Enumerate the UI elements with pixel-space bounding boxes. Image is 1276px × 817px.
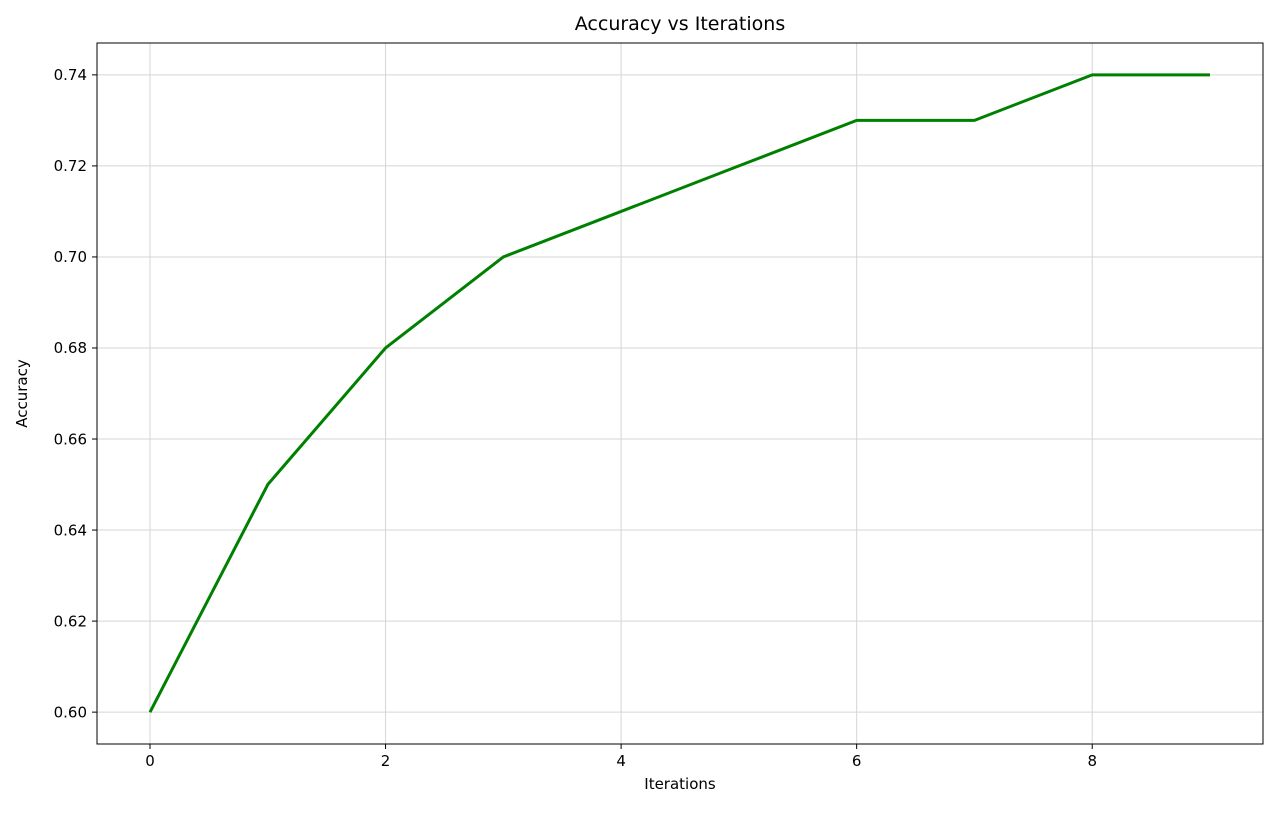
ticks: 0 2 4 6 8 0.60 0.62 0.64 0.66 0.68 0.70 0.72 0.74 [54,66,1097,770]
plot-border [96,42,1264,745]
x-tick-label: 4 [616,752,626,770]
x-tick-label: 0 [145,752,155,770]
y-axis-label: Accuracy [13,359,31,428]
y-tick-label: 0.66 [54,430,87,448]
chart-title: Accuracy vs Iterations [575,13,785,35]
y-tick-label: 0.60 [54,703,87,721]
series-layer [148,73,1210,713]
x-tick-label: 6 [852,752,862,770]
y-tick-label: 0.62 [54,612,87,630]
y-tick-label: 0.74 [54,66,87,84]
x-axis-label: Iterations [644,775,716,793]
y-tick-label: 0.72 [54,157,87,175]
y-tick-label: 0.68 [54,339,87,357]
gridlines [97,43,1263,744]
y-tick-label: 0.64 [54,521,87,539]
accuracy-line-series [148,73,1210,713]
y-tick-label: 0.70 [54,248,87,266]
x-tick-label: 8 [1087,752,1097,770]
x-tick-label: 2 [381,752,391,770]
